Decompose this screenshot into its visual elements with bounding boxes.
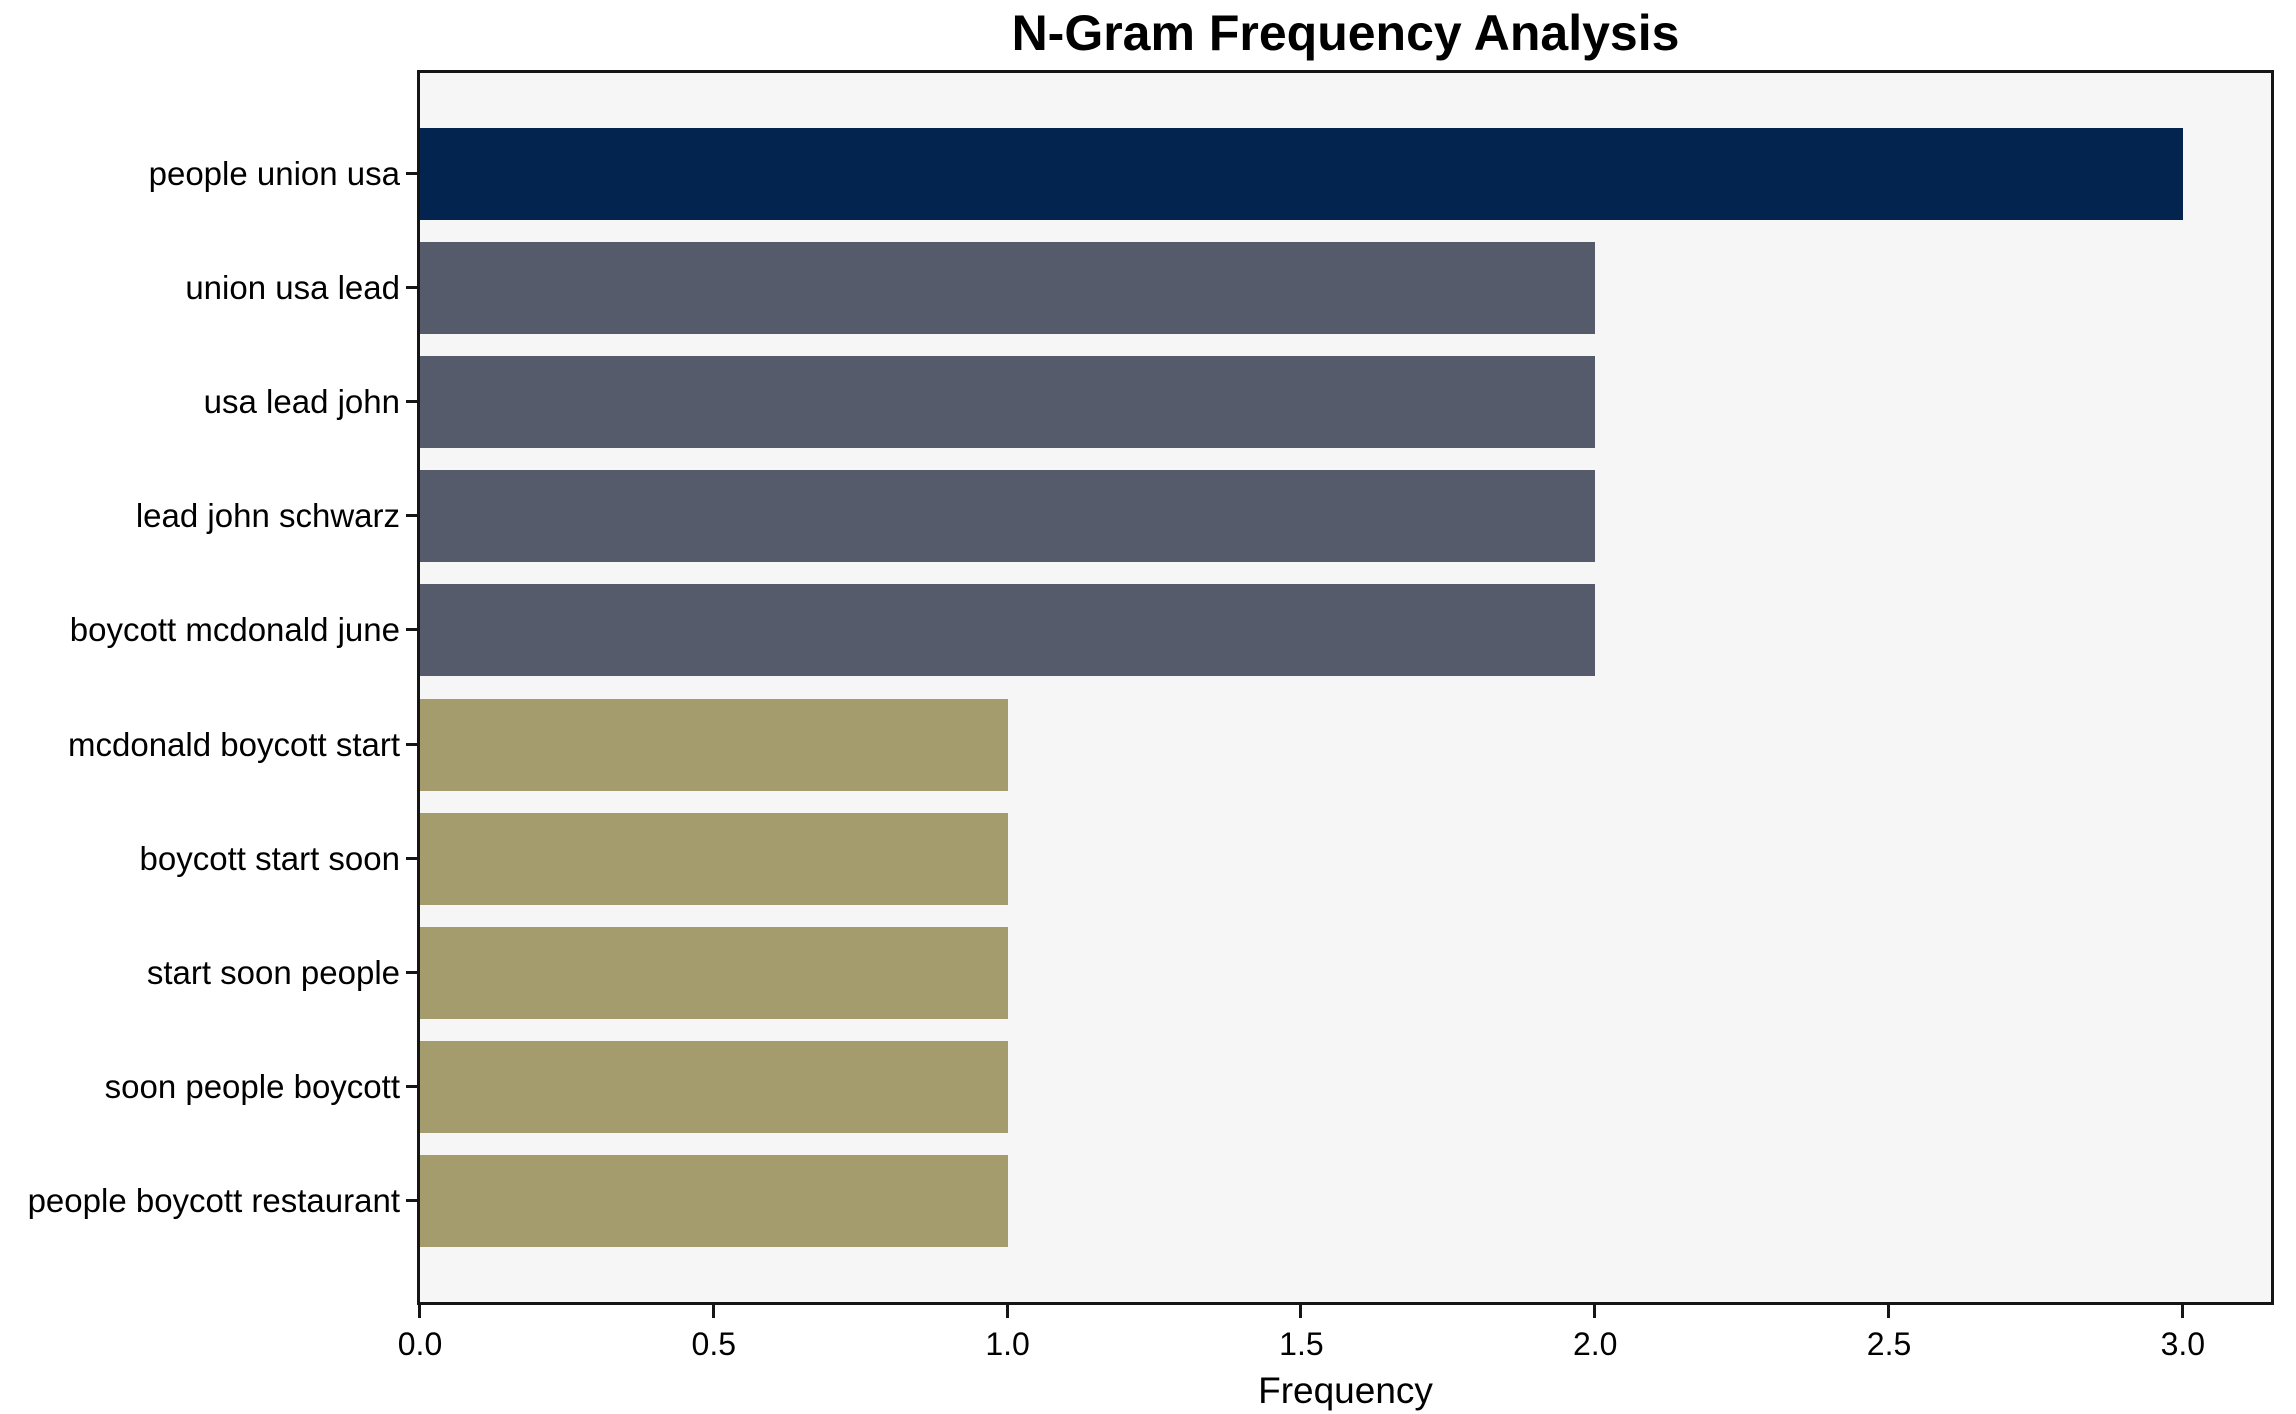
bar xyxy=(420,812,1008,905)
bar-row: lead john schwarz xyxy=(136,459,2271,573)
bar-row: boycott start soon xyxy=(140,802,2271,916)
bar xyxy=(420,1040,1008,1133)
y-tick-label: mcdonald boycott start xyxy=(68,725,400,763)
x-tick-label: 0.0 xyxy=(397,1326,443,1362)
bar xyxy=(420,584,1596,677)
bar xyxy=(420,356,1596,449)
x-tick-label: 1.0 xyxy=(985,1326,1030,1362)
y-tick-mark xyxy=(406,514,417,518)
y-tick-mark xyxy=(406,286,417,290)
bar-row: people boycott restaurant xyxy=(28,1144,2271,1258)
x-tick-label: 3.0 xyxy=(2160,1326,2206,1362)
bar-row: boycott mcdonald june xyxy=(70,573,2271,687)
x-tick-label: 2.0 xyxy=(1572,1326,1618,1362)
y-tick-mark xyxy=(406,172,417,176)
x-tick-mark xyxy=(1887,1305,1891,1318)
x-tick-mark xyxy=(711,1305,715,1318)
y-tick-label: soon people boycott xyxy=(104,1067,400,1105)
x-tick-label: 2.5 xyxy=(1866,1326,1912,1362)
y-tick-label: people boycott restaurant xyxy=(27,1181,400,1219)
bar-row: union usa lead xyxy=(185,231,2271,345)
bar-row: mcdonald boycott start xyxy=(68,687,2271,801)
x-tick-mark xyxy=(2180,1305,2184,1318)
bar-row: soon people boycott xyxy=(105,1030,2271,1144)
bar-row: usa lead john xyxy=(204,345,2271,459)
bar xyxy=(420,1154,1008,1247)
x-tick-mark xyxy=(1005,1305,1009,1318)
x-tick-label: 0.5 xyxy=(691,1326,737,1362)
y-tick-mark xyxy=(406,400,417,404)
x-tick-mark xyxy=(1299,1305,1303,1318)
y-tick-label: lead john schwarz xyxy=(135,497,400,535)
y-tick-label: usa lead john xyxy=(203,383,400,421)
y-tick-mark xyxy=(406,1084,417,1088)
chart-title: N-Gram Frequency Analysis xyxy=(1011,5,1680,61)
x-tick-mark xyxy=(1593,1305,1597,1318)
bar xyxy=(420,470,1596,563)
y-tick-label: boycott start soon xyxy=(139,839,400,877)
bar-row: people union usa xyxy=(149,117,2271,231)
y-tick-mark xyxy=(406,628,417,632)
bar-rows: people union usa union usa lead usa lead j… xyxy=(28,73,2271,1302)
y-tick-label: people union usa xyxy=(148,155,400,193)
x-tick-label: 1.5 xyxy=(1279,1326,1324,1362)
y-tick-label: start soon people xyxy=(146,953,400,991)
bar xyxy=(420,698,1008,791)
bar-row: start soon people xyxy=(147,916,2271,1030)
bar xyxy=(420,242,1596,335)
y-tick-mark xyxy=(406,856,417,860)
plot-area: people union usa union usa lead usa lead j… xyxy=(28,70,2274,1362)
y-tick-mark xyxy=(406,970,417,974)
x-axis-label: Frequency xyxy=(1258,1370,1433,1411)
y-tick-mark xyxy=(406,742,417,746)
bar xyxy=(420,128,2183,221)
y-tick-label: union usa lead xyxy=(185,269,400,307)
x-tick-mark xyxy=(418,1305,421,1318)
y-tick-mark xyxy=(406,1198,417,1202)
bar xyxy=(420,926,1008,1019)
y-tick-label: boycott mcdonald june xyxy=(69,611,400,649)
